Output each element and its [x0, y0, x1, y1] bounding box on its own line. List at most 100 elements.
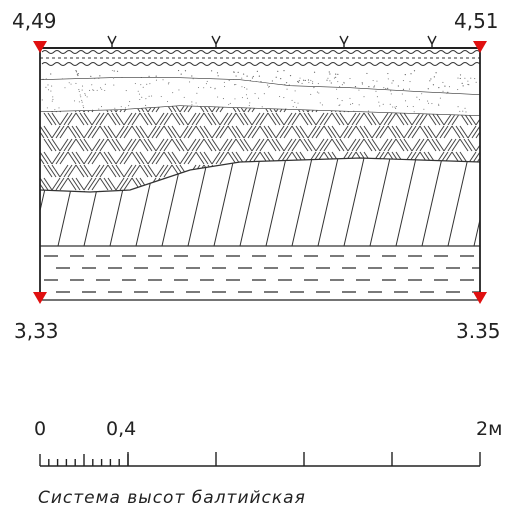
sand-dot — [211, 70, 213, 72]
sand-dot — [189, 81, 191, 83]
sand-dot — [438, 87, 440, 89]
sand-dot — [464, 77, 466, 79]
sand-dot — [45, 86, 47, 88]
sand-dot — [75, 70, 77, 72]
sand-dot — [336, 88, 338, 90]
sand-dot — [462, 85, 464, 87]
sand-dot — [52, 98, 54, 100]
sand-dot — [409, 81, 411, 83]
sand-dot — [444, 85, 446, 87]
sand-dot — [191, 101, 193, 103]
sand-dot — [294, 101, 296, 103]
sand-dot — [405, 100, 407, 102]
sand-dot — [337, 73, 339, 75]
sand-dot — [376, 80, 378, 82]
sand-dot — [435, 72, 437, 74]
sand-dot — [462, 110, 464, 112]
sand-dot — [235, 83, 237, 86]
sand-dot — [82, 105, 84, 107]
sand-dot — [402, 88, 405, 90]
sand-dot — [392, 106, 394, 108]
sand-dot — [197, 86, 200, 89]
sand-dot — [260, 80, 262, 83]
sand-dot — [246, 97, 248, 99]
sand-dot — [245, 94, 248, 96]
sand-dot — [464, 107, 466, 109]
sand-dot — [81, 99, 83, 101]
sand-dot — [439, 97, 441, 99]
sand-dot — [148, 75, 150, 77]
sand-dot — [268, 86, 270, 88]
sand-dot — [148, 95, 150, 97]
sand-dot — [237, 71, 239, 73]
sand-dot — [145, 98, 147, 100]
sand-dot — [308, 81, 310, 84]
sand-dot — [337, 81, 339, 83]
sand-dot — [257, 97, 260, 99]
sand-dot — [459, 110, 461, 112]
sand-dot — [401, 93, 403, 95]
sand-dot — [307, 79, 310, 81]
sand-dot — [395, 107, 397, 110]
sand-dot — [289, 75, 292, 77]
sand-dot — [446, 92, 448, 94]
sand-dot — [229, 102, 231, 105]
sand-dot — [244, 87, 246, 89]
grass-tuft-icon — [107, 35, 117, 49]
sand-dot — [205, 83, 207, 85]
sand-dot — [90, 75, 92, 77]
sand-dot — [275, 76, 277, 78]
sand-dot — [125, 90, 127, 92]
sand-dot — [45, 78, 47, 80]
sand-dot — [387, 78, 389, 80]
sand-dot — [321, 104, 323, 106]
elevation-label-top-right: 4,51 — [454, 9, 499, 33]
sand-dot — [375, 90, 377, 92]
sand-dot — [294, 90, 296, 92]
sand-dot — [137, 90, 139, 92]
sand-dot — [223, 85, 226, 88]
sand-dot — [124, 107, 126, 109]
clay-layer — [44, 255, 480, 293]
sand-dot — [100, 106, 103, 108]
sand-dot — [241, 97, 243, 99]
sand-dot — [286, 88, 288, 90]
sand-dot — [167, 83, 169, 85]
sand-dot — [418, 99, 420, 101]
sand-dot — [77, 73, 79, 75]
sand-dot — [354, 86, 357, 88]
sand-dot — [92, 89, 94, 91]
sand-dot — [335, 76, 337, 78]
sand-dot — [94, 78, 96, 80]
sand-dot — [79, 94, 81, 96]
sand-dot — [397, 85, 399, 87]
sand-dot — [304, 79, 306, 82]
sand-dot — [84, 93, 86, 95]
sand-dot — [430, 78, 432, 80]
scale-bar — [39, 452, 481, 467]
sand-dot — [268, 85, 270, 88]
sand-dot — [203, 87, 205, 89]
sand-dot — [166, 100, 169, 103]
sand-dot — [447, 91, 449, 93]
sand-dot — [474, 78, 476, 80]
sand-dot — [427, 102, 430, 104]
sand-dot — [392, 80, 394, 82]
sand-dot — [382, 103, 384, 105]
sand-dot — [292, 106, 294, 108]
parquet-base-line — [39, 157, 481, 193]
sand-dot — [442, 90, 444, 92]
sand-dot — [390, 93, 392, 95]
sand-dot — [461, 82, 463, 84]
sand-dot — [134, 82, 136, 85]
sand-dot — [51, 85, 53, 87]
sand-dot — [291, 99, 293, 101]
sand-dot — [192, 78, 194, 80]
sand-dot — [303, 79, 305, 81]
sand-dot — [217, 96, 219, 98]
sand-dot — [248, 105, 250, 107]
sand-dot — [81, 85, 84, 87]
sand-dot — [70, 83, 72, 85]
sand-dot — [404, 74, 406, 76]
sand-dot — [475, 81, 477, 83]
